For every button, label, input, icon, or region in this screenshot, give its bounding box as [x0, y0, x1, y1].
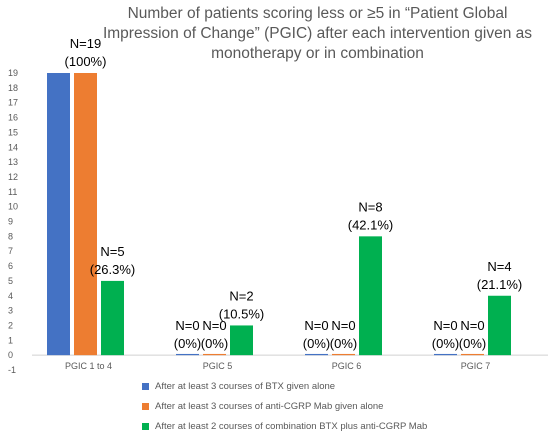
data-label: N=0	[202, 318, 226, 333]
data-label: (21.1%)	[477, 277, 523, 292]
data-label: N=0	[175, 318, 199, 333]
y-tick-label: 11	[8, 187, 17, 197]
y-tick-label: 1	[8, 335, 13, 345]
y-tick-label: 18	[8, 83, 18, 93]
y-tick-label: 3	[8, 306, 13, 316]
data-label: (0%)	[303, 336, 330, 351]
data-label: (0%)	[201, 336, 228, 351]
bar	[359, 236, 382, 356]
data-label: N=0	[460, 318, 484, 333]
bar	[461, 353, 484, 356]
legend-label: After at least 2 courses of combination …	[155, 420, 428, 432]
x-tick-label: PGIC 6	[332, 361, 362, 371]
x-tick-label: PGIC 5	[203, 361, 233, 371]
bar	[305, 353, 328, 356]
data-label: (0%)	[432, 336, 459, 351]
bar	[101, 280, 124, 356]
y-tick-label: 16	[8, 113, 18, 123]
data-label: (0%)	[330, 336, 357, 351]
x-tick-label: PGIC 7	[461, 361, 491, 371]
data-label: N=0	[331, 318, 355, 333]
legend-item: After at least 2 courses of combination …	[142, 416, 542, 436]
data-label: N=2	[229, 288, 253, 303]
legend: After at least 3 courses of BTX given al…	[142, 376, 542, 436]
data-label: (100%)	[65, 54, 107, 69]
data-label: N=8	[358, 199, 382, 214]
legend-swatch	[142, 422, 149, 430]
y-tick-label: 7	[8, 246, 13, 256]
bar	[332, 353, 355, 356]
y-tick-label: 6	[8, 261, 13, 271]
y-tick-label: 19	[8, 68, 18, 78]
bar	[230, 325, 253, 356]
data-label: N=19	[70, 36, 101, 51]
y-tick-label: 12	[8, 172, 18, 182]
y-tick-label: 10	[8, 202, 18, 212]
legend-label: After at least 3 courses of BTX given al…	[155, 380, 336, 392]
y-tick-label: 14	[8, 142, 18, 152]
y-tick-label: 13	[8, 157, 18, 167]
bar	[74, 73, 97, 356]
y-tick-label: 0	[8, 350, 13, 360]
bar	[47, 73, 70, 356]
y-tick-label: -1	[8, 365, 16, 375]
chart-title: Number of patients scoring less or ≥5 in…	[102, 5, 533, 62]
bar	[488, 295, 511, 356]
bar	[203, 353, 226, 356]
data-label: (0%)	[174, 336, 201, 351]
y-tick-label: 9	[8, 217, 13, 227]
data-label: (0%)	[459, 336, 486, 351]
legend-label: After at least 3 courses of anti-CGRP Ma…	[155, 400, 384, 412]
data-label: N=0	[304, 318, 328, 333]
y-tick-label: 17	[8, 98, 18, 108]
legend-item: After at least 3 courses of anti-CGRP Ma…	[142, 396, 542, 416]
legend-swatch	[142, 402, 149, 410]
bar	[434, 353, 457, 356]
y-tick-label: 4	[8, 291, 13, 301]
data-label: N=0	[433, 318, 457, 333]
data-label: (10.5%)	[219, 306, 265, 321]
data-label: N=5	[100, 244, 124, 259]
legend-item: After at least 3 courses of BTX given al…	[142, 376, 542, 396]
x-tick-label: PGIC 1 to 4	[65, 361, 112, 371]
y-tick-label: 2	[8, 320, 13, 330]
y-tick-label: 8	[8, 231, 13, 241]
data-label: (42.1%)	[348, 217, 394, 232]
y-tick-label: 5	[8, 276, 13, 286]
data-label: (26.3%)	[90, 262, 136, 277]
legend-swatch	[142, 382, 149, 390]
bar	[176, 353, 199, 356]
y-tick-label: 15	[8, 127, 18, 137]
data-label: N=4	[487, 259, 511, 274]
